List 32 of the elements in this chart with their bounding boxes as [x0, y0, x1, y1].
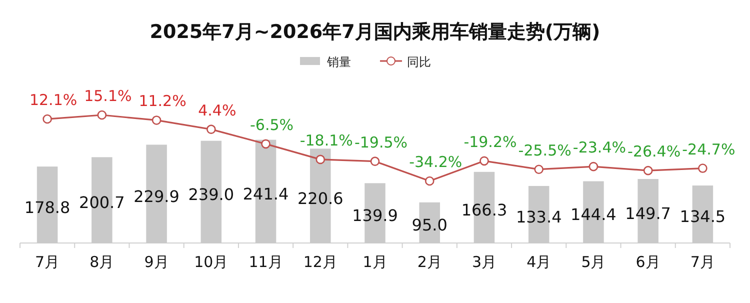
data-label: 166.3 [461, 200, 508, 220]
x-tick-label: 6月 [636, 253, 660, 271]
data-label: 229.9 [134, 186, 180, 206]
x-tick-label: 11月 [248, 253, 283, 271]
data-label: 133.4 [516, 207, 562, 226]
x-tick-label: 7月 [35, 253, 60, 271]
data-label: 11.2% [138, 92, 186, 110]
data-label: 178.8 [24, 198, 70, 217]
data-label: 144.4 [570, 205, 616, 224]
x-tick-label: 1月 [362, 253, 388, 271]
data-label: 200.7 [79, 193, 125, 212]
x-tick-label: 8月 [90, 253, 114, 271]
data-label: 220.6 [297, 188, 344, 208]
x-tick-label: 3月 [472, 253, 497, 271]
data-label: 95.0 [412, 216, 448, 235]
data-label: 241.4 [242, 184, 289, 204]
x-tick-label: 2月 [417, 253, 442, 271]
x-tick-label: 10月 [194, 253, 228, 271]
x-tick-label: 7月 [690, 253, 715, 271]
chart-title: 2025年7月~2026年7月国内乘用车销量走势(万辆) [150, 21, 600, 43]
data-label: 15.1% [84, 87, 132, 105]
x-tick-label: 12月 [303, 253, 338, 271]
data-label: 139.9 [352, 206, 398, 226]
data-label: 12.1% [29, 91, 78, 110]
data-label: 134.5 [680, 207, 726, 226]
x-tick-label: 4月 [526, 253, 552, 271]
x-tick-label: 9月 [144, 253, 169, 271]
legend-label: 销量 [326, 55, 351, 69]
data-label: 149.7 [625, 204, 671, 223]
x-tick-label: 5月 [581, 253, 606, 271]
data-label: 239.0 [188, 184, 234, 204]
legend-label: 同比 [407, 55, 431, 69]
